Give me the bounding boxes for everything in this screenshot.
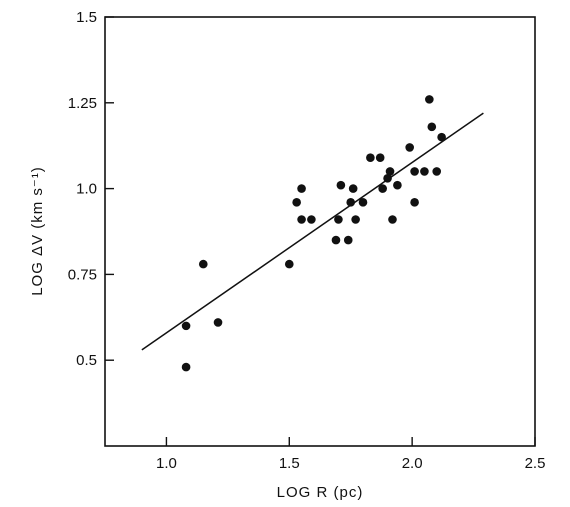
data-point bbox=[410, 167, 419, 176]
y-axis-ticks: 0.5 0.75 1.0 1.25 1.5 bbox=[68, 9, 114, 369]
data-point bbox=[284, 259, 294, 269]
y-axis-title: LOG ΔV (km s⁻¹) bbox=[29, 166, 46, 296]
data-point bbox=[378, 184, 387, 193]
data-point bbox=[343, 235, 353, 245]
plot-area-frame bbox=[104, 16, 536, 447]
data-point bbox=[420, 167, 429, 176]
y-tick-label: 0.5 bbox=[76, 352, 97, 369]
data-point bbox=[213, 318, 223, 327]
data-point bbox=[348, 184, 358, 193]
data-point bbox=[437, 132, 446, 142]
data-point bbox=[334, 215, 343, 224]
x-axis-title: LOG R (pc) bbox=[277, 484, 364, 501]
data-point bbox=[385, 167, 395, 176]
data-point bbox=[366, 153, 375, 163]
data-point bbox=[388, 215, 397, 224]
data-point bbox=[383, 174, 392, 183]
regression-line bbox=[141, 112, 484, 351]
data-point bbox=[307, 215, 316, 224]
data-point bbox=[292, 198, 301, 207]
data-point bbox=[346, 198, 356, 207]
data-point bbox=[427, 122, 437, 132]
y-tick-label: 0.75 bbox=[68, 266, 97, 283]
data-points bbox=[181, 95, 446, 372]
data-point bbox=[393, 180, 402, 190]
x-tick-label: 2.5 bbox=[525, 455, 546, 472]
data-point bbox=[425, 95, 434, 104]
data-point bbox=[181, 362, 191, 372]
data-point bbox=[297, 184, 306, 193]
data-point bbox=[198, 259, 208, 269]
y-tick-label: 1.5 bbox=[76, 9, 97, 26]
data-point bbox=[432, 167, 442, 176]
x-tick-label: 2.0 bbox=[402, 455, 423, 472]
data-point bbox=[405, 143, 414, 152]
data-point bbox=[336, 180, 346, 190]
data-point bbox=[351, 215, 360, 224]
x-tick-label: 1.0 bbox=[156, 455, 177, 472]
x-axis-ticks: 1.0 1.5 2.0 2.5 bbox=[156, 437, 545, 472]
y-tick-label: 1.0 bbox=[76, 181, 97, 198]
x-tick-label: 1.5 bbox=[279, 455, 300, 472]
data-point bbox=[375, 153, 385, 163]
data-point bbox=[181, 321, 191, 331]
data-point bbox=[331, 235, 341, 245]
data-point bbox=[358, 198, 368, 207]
data-point bbox=[297, 215, 306, 224]
data-point bbox=[410, 198, 419, 207]
y-tick-label: 1.25 bbox=[68, 95, 97, 112]
